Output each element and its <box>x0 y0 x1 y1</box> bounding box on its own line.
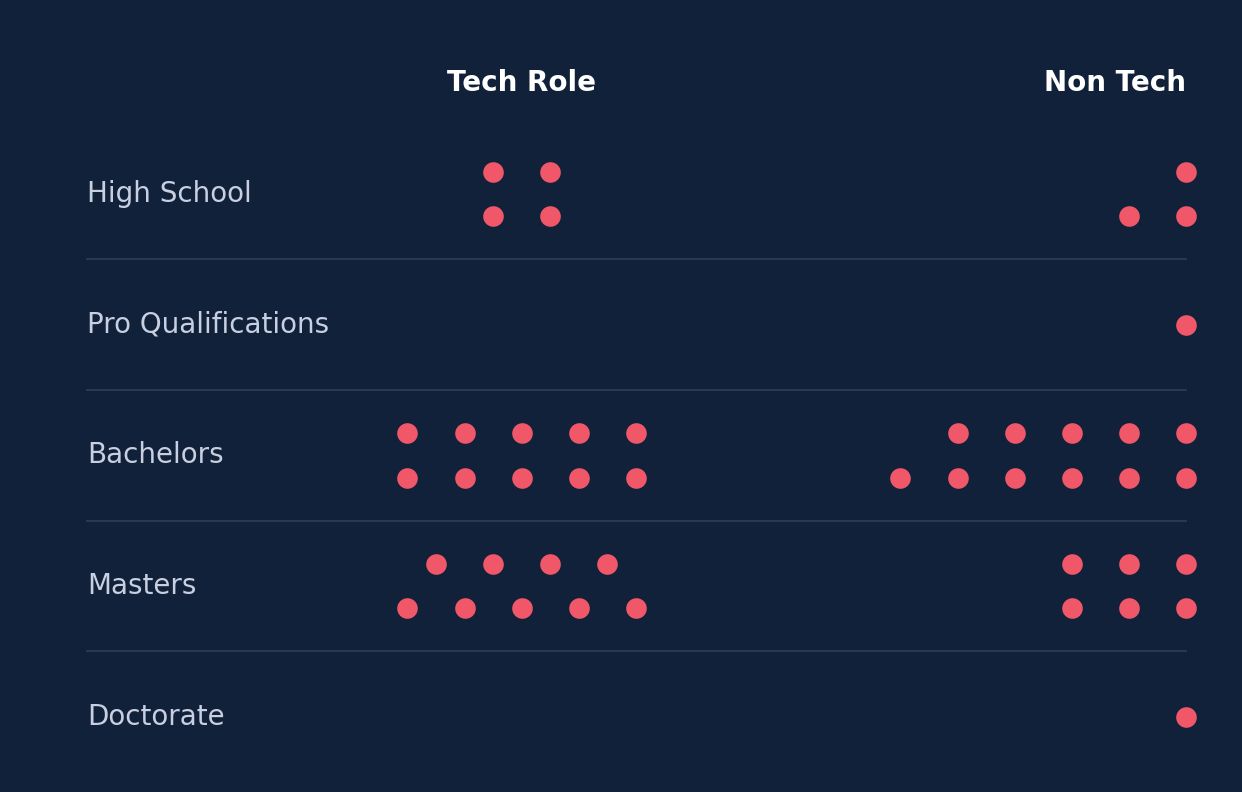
Point <box>1119 602 1139 615</box>
Point <box>1176 710 1196 723</box>
Point <box>1176 558 1196 570</box>
Point <box>455 427 474 440</box>
Point <box>1062 427 1082 440</box>
Point <box>1176 471 1196 484</box>
Point <box>1005 427 1025 440</box>
Point <box>626 427 646 440</box>
Point <box>1176 602 1196 615</box>
Text: Pro Qualifications: Pro Qualifications <box>87 310 329 339</box>
Point <box>483 166 503 178</box>
Point <box>483 558 503 570</box>
Point <box>1119 427 1139 440</box>
Point <box>426 558 446 570</box>
Point <box>948 471 968 484</box>
Point <box>1005 471 1025 484</box>
Text: Masters: Masters <box>87 572 196 600</box>
Point <box>891 471 910 484</box>
Point <box>1176 210 1196 223</box>
Point <box>569 427 589 440</box>
Point <box>540 210 560 223</box>
Point <box>1062 602 1082 615</box>
Point <box>512 602 532 615</box>
Point <box>569 602 589 615</box>
Point <box>626 602 646 615</box>
Point <box>455 602 474 615</box>
Point <box>1119 210 1139 223</box>
Point <box>397 602 417 615</box>
Point <box>1176 427 1196 440</box>
Text: High School: High School <box>87 180 252 208</box>
Point <box>597 558 617 570</box>
Point <box>1119 558 1139 570</box>
Point <box>540 558 560 570</box>
Point <box>512 471 532 484</box>
Text: Tech Role: Tech Role <box>447 69 596 97</box>
Text: Bachelors: Bachelors <box>87 441 224 470</box>
Text: Doctorate: Doctorate <box>87 703 225 731</box>
Text: Non Tech: Non Tech <box>1045 69 1186 97</box>
Point <box>1062 558 1082 570</box>
Point <box>569 471 589 484</box>
Point <box>1062 471 1082 484</box>
Point <box>948 427 968 440</box>
Point <box>397 471 417 484</box>
Point <box>540 166 560 178</box>
Point <box>397 427 417 440</box>
Point <box>626 471 646 484</box>
Point <box>1119 471 1139 484</box>
Point <box>1176 166 1196 178</box>
Point <box>455 471 474 484</box>
Point <box>1176 318 1196 331</box>
Point <box>483 210 503 223</box>
Point <box>512 427 532 440</box>
